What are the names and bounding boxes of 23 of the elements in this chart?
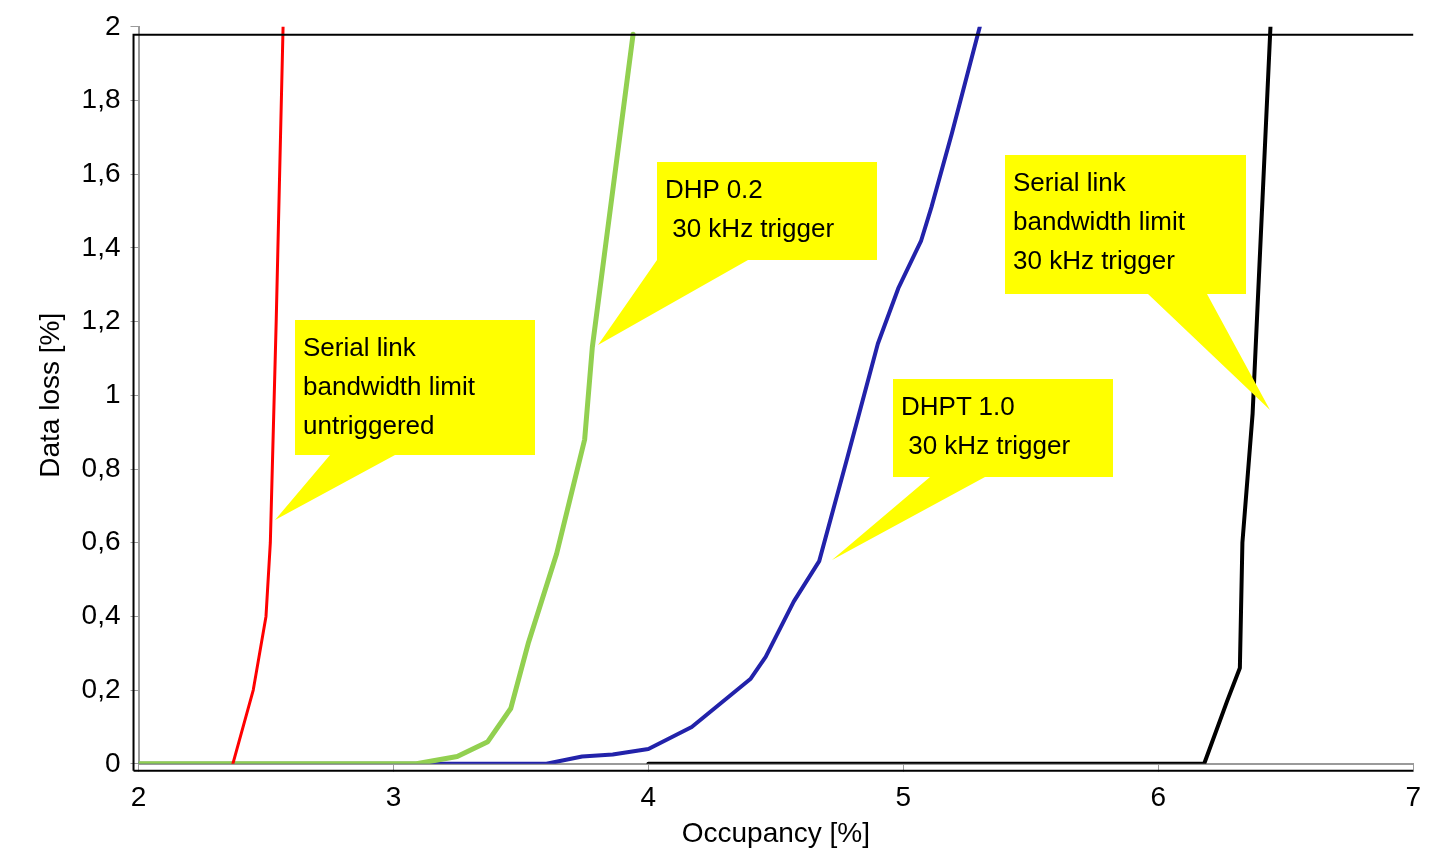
y-tick-label: 1,8 <box>81 83 121 115</box>
y-tick-label: 1,6 <box>81 156 121 188</box>
x-tick-label: 4 <box>640 781 657 813</box>
x-tick-label: 2 <box>130 781 147 813</box>
y-tick-label: 0,8 <box>81 451 121 483</box>
annotation: DHPT 1.0 30 kHz trigger <box>901 390 1071 462</box>
y-tick-label: 0 <box>104 746 121 778</box>
y-axis-title: Data loss [%] <box>33 312 65 478</box>
annotation: Serial link bandwidth limit untriggered <box>303 331 475 442</box>
x-tick-label: 7 <box>1405 781 1421 813</box>
x-axis-title: Occupancy [%] <box>681 816 871 848</box>
x-tick-label: 6 <box>1150 781 1167 813</box>
y-tick-label: 2 <box>104 9 121 41</box>
y-tick-label: 0,2 <box>81 672 121 704</box>
annotation: Serial link bandwidth limit 30 kHz trigger <box>1013 166 1185 277</box>
x-tick-label: 5 <box>895 781 912 813</box>
y-tick-label: 1 <box>104 378 121 410</box>
y-tick-label: 0,4 <box>81 599 121 631</box>
x-tick-label: 3 <box>385 781 402 813</box>
y-tick-label: 0,6 <box>81 525 121 557</box>
y-tick-label: 1,4 <box>81 230 121 262</box>
y-tick-label: 1,2 <box>81 304 121 336</box>
annotation: DHP 0.2 30 kHz trigger <box>665 173 835 245</box>
